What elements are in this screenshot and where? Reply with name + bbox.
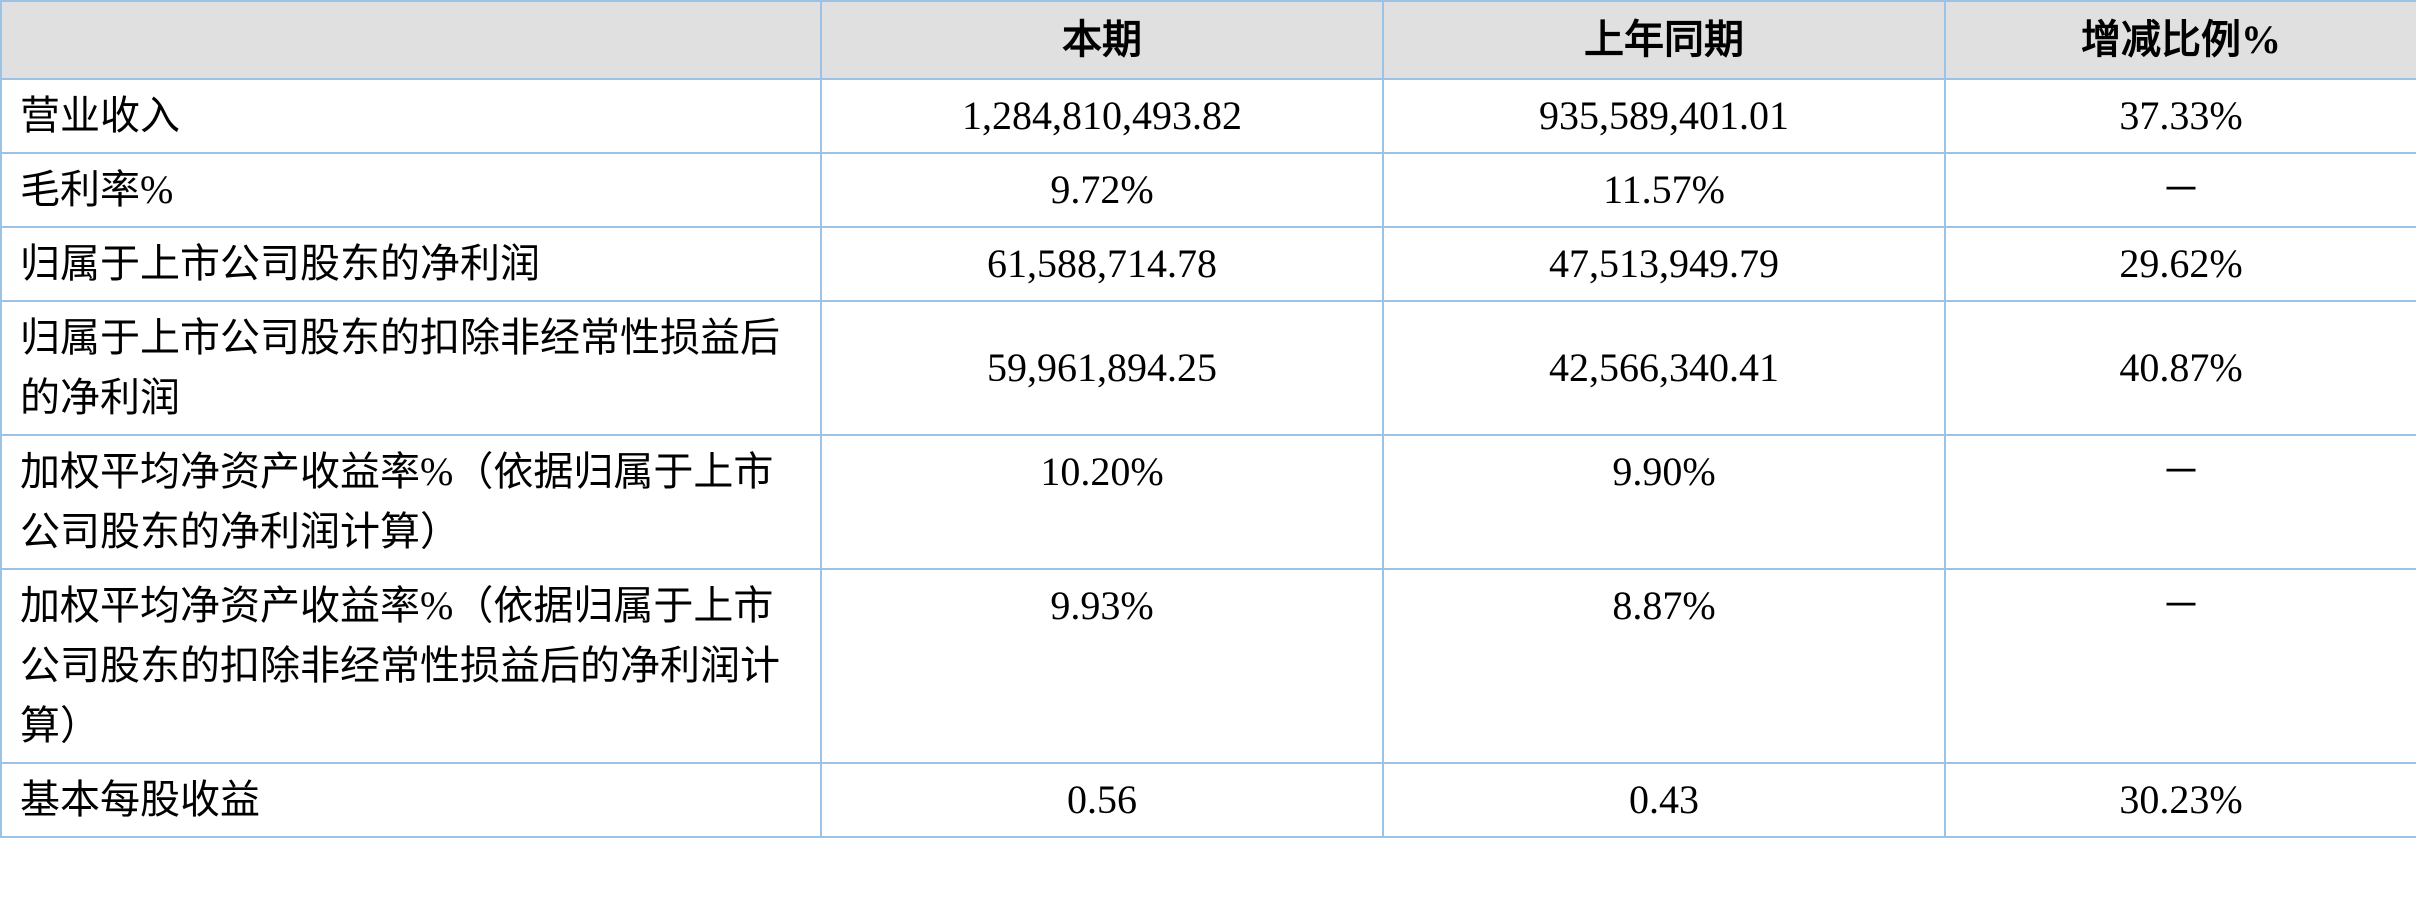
- metric-cell: 基本每股收益: [1, 763, 821, 837]
- metric-cell: 归属于上市公司股东的净利润: [1, 227, 821, 301]
- table-row: 加权平均净资产收益率%（依据归属于上市公司股东的扣除非经常性损益后的净利润计算）…: [1, 569, 2416, 763]
- prior-cell: 9.90%: [1383, 435, 1945, 569]
- table-row: 基本每股收益 0.56 0.43 30.23%: [1, 763, 2416, 837]
- metric-cell: 归属于上市公司股东的扣除非经常性损益后的净利润: [1, 301, 821, 435]
- change-cell: 37.33%: [1945, 79, 2416, 153]
- table-row: 营业收入 1,284,810,493.82 935,589,401.01 37.…: [1, 79, 2416, 153]
- current-cell: 61,588,714.78: [821, 227, 1383, 301]
- change-cell: －: [1945, 569, 2416, 763]
- metric-cell: 营业收入: [1, 79, 821, 153]
- current-cell: 10.20%: [821, 435, 1383, 569]
- current-cell: 9.93%: [821, 569, 1383, 763]
- prior-cell: 11.57%: [1383, 153, 1945, 227]
- current-cell: 0.56: [821, 763, 1383, 837]
- header-metric: [1, 1, 821, 79]
- change-cell: 40.87%: [1945, 301, 2416, 435]
- prior-cell: 8.87%: [1383, 569, 1945, 763]
- change-cell: 29.62%: [1945, 227, 2416, 301]
- prior-cell: 935,589,401.01: [1383, 79, 1945, 153]
- metric-cell: 毛利率%: [1, 153, 821, 227]
- current-cell: 59,961,894.25: [821, 301, 1383, 435]
- table-row: 归属于上市公司股东的扣除非经常性损益后的净利润 59,961,894.25 42…: [1, 301, 2416, 435]
- change-cell: －: [1945, 435, 2416, 569]
- metric-cell: 加权平均净资产收益率%（依据归属于上市公司股东的扣除非经常性损益后的净利润计算）: [1, 569, 821, 763]
- prior-cell: 42,566,340.41: [1383, 301, 1945, 435]
- change-cell: －: [1945, 153, 2416, 227]
- header-prior: 上年同期: [1383, 1, 1945, 79]
- table-row: 加权平均净资产收益率%（依据归属于上市公司股东的净利润计算） 10.20% 9.…: [1, 435, 2416, 569]
- header-change: 增减比例%: [1945, 1, 2416, 79]
- table-row: 毛利率% 9.72% 11.57% －: [1, 153, 2416, 227]
- prior-cell: 0.43: [1383, 763, 1945, 837]
- financial-table: 本期 上年同期 增减比例% 营业收入 1,284,810,493.82 935,…: [0, 0, 2416, 838]
- table-row: 归属于上市公司股东的净利润 61,588,714.78 47,513,949.7…: [1, 227, 2416, 301]
- current-cell: 9.72%: [821, 153, 1383, 227]
- header-row: 本期 上年同期 增减比例%: [1, 1, 2416, 79]
- current-cell: 1,284,810,493.82: [821, 79, 1383, 153]
- change-cell: 30.23%: [1945, 763, 2416, 837]
- header-current: 本期: [821, 1, 1383, 79]
- prior-cell: 47,513,949.79: [1383, 227, 1945, 301]
- metric-cell: 加权平均净资产收益率%（依据归属于上市公司股东的净利润计算）: [1, 435, 821, 569]
